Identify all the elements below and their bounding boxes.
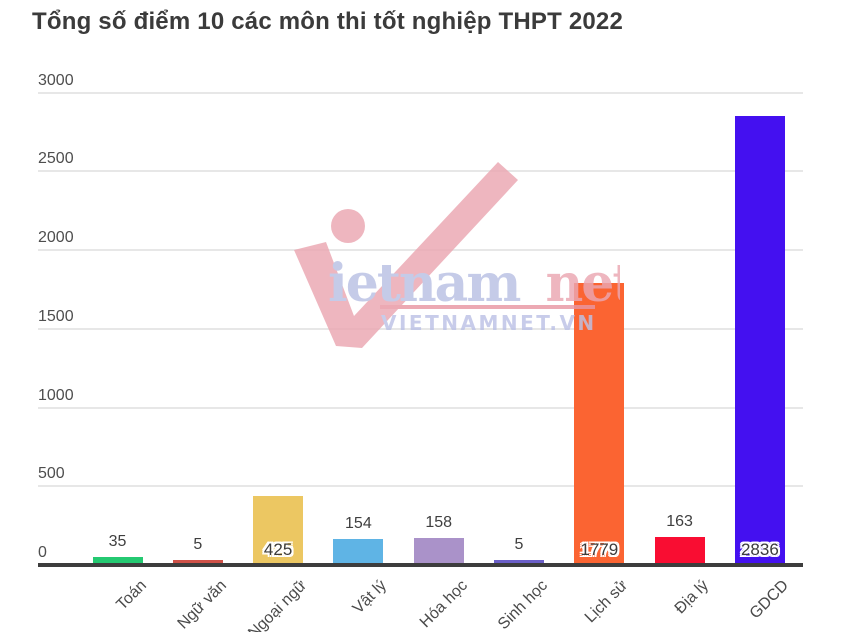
y-axis-tick-label: 1500: [38, 307, 74, 325]
y-axis-tick-label: 1000: [38, 386, 74, 404]
bar-value-label: 425: [263, 540, 293, 559]
x-axis-category-label: Toán: [112, 577, 150, 614]
bar-ngữ-văn: [172, 560, 223, 563]
bar-sinh-học: [494, 560, 544, 563]
bar-value-label: 1779: [580, 540, 619, 559]
y-axis-tick-label: 2000: [38, 229, 74, 246]
bar-gdcd: [734, 116, 785, 563]
y-gridline: [38, 91, 803, 94]
bar-value-label: 158: [425, 514, 453, 532]
bar-lịch-sử: [574, 282, 625, 563]
y-axis-tick-label: 3000: [38, 71, 74, 89]
bar-value-label: 35: [108, 533, 127, 551]
bar-value-label: 5: [514, 536, 524, 553]
bar-toán: [92, 557, 143, 563]
bar-ngoại-ngữ: [253, 496, 304, 563]
bar-hóa-học: [413, 538, 464, 563]
y-gridline: [38, 249, 803, 251]
y-axis-tick-label: 0: [38, 544, 47, 561]
chart-title: Tổng số điểm 10 các môn thi tốt nghiệp T…: [32, 8, 624, 35]
y-gridline: [38, 170, 803, 173]
bar-value-label: 2836: [740, 540, 779, 559]
bar-vật-lý: [333, 538, 384, 563]
y-gridline: [38, 485, 803, 488]
y-axis-tick-label: 2500: [38, 150, 74, 168]
bar-value-label: 154: [345, 514, 372, 532]
y-axis-tick-label: 500: [38, 465, 65, 483]
y-gridline: [38, 406, 803, 409]
x-axis-line: [38, 563, 803, 567]
y-gridline: [38, 327, 803, 330]
bar-địa-lý: [654, 537, 705, 563]
bar-value-label: 163: [666, 513, 693, 531]
bar-value-label: 5: [193, 536, 203, 553]
